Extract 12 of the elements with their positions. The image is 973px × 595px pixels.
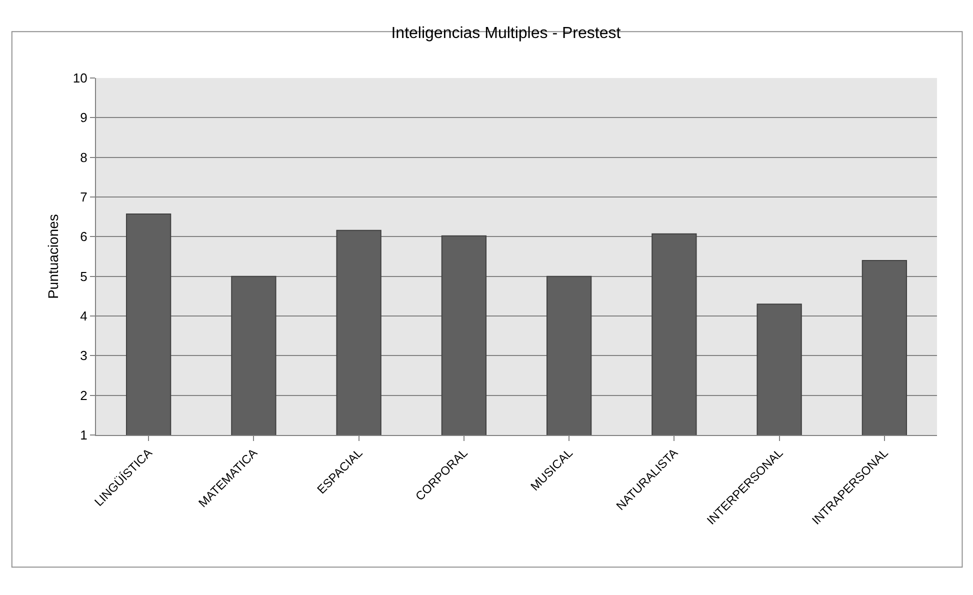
chart-title: Inteligencias Multiples - Prestest [391,24,622,42]
y-tick-label: 1 [80,428,88,443]
y-tick-label: 9 [80,110,88,126]
y-tick-label: 7 [80,190,88,205]
y-tick-label: 4 [80,308,88,324]
y-tick-label: 6 [80,229,88,244]
y-tick-label: 5 [80,268,88,284]
y-tick-label: 8 [80,150,88,165]
y-tick-label: 10 [72,70,88,86]
y-axis-title: Puntuaciones [45,214,61,299]
y-tick-label: 3 [80,348,88,364]
y-tick-label: 2 [80,388,88,403]
